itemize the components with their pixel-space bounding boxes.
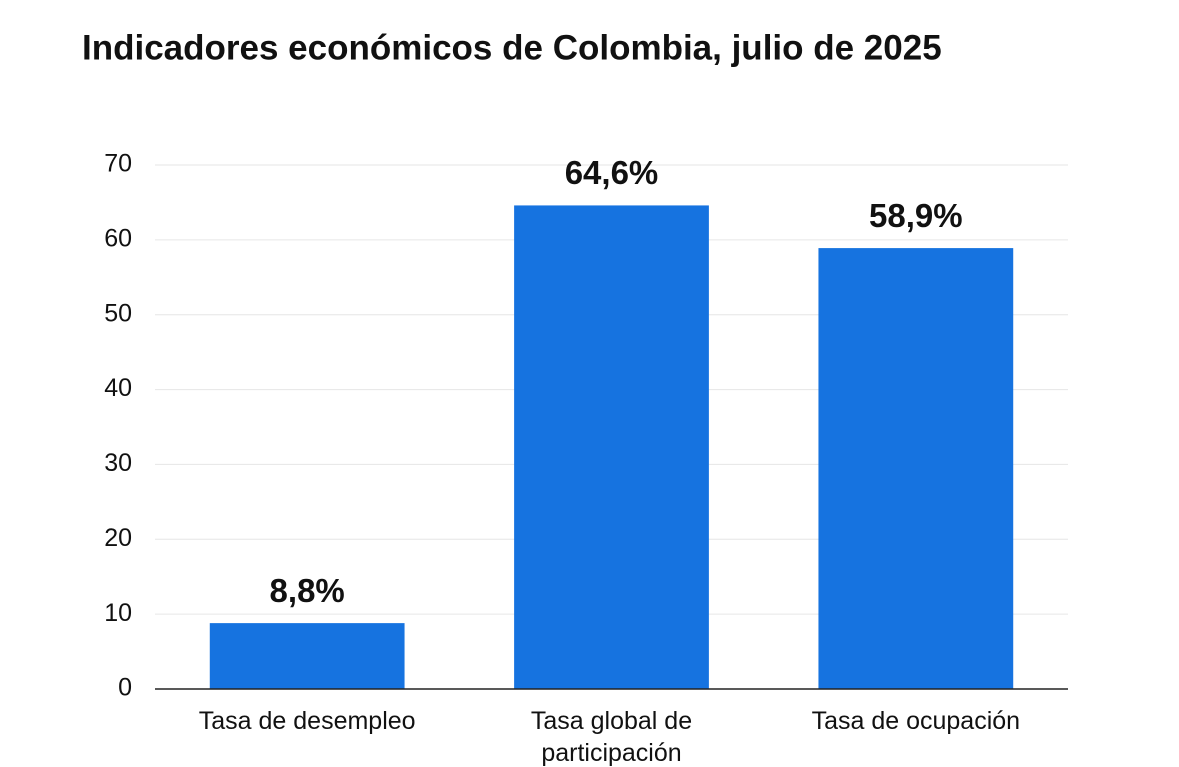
value-label: 64,6% xyxy=(565,154,659,191)
y-tick-label: 50 xyxy=(104,299,132,327)
bar xyxy=(209,623,405,689)
y-tick-label: 20 xyxy=(104,524,132,552)
x-tick-label: Tasa de ocupación xyxy=(811,707,1021,735)
y-tick-label: 10 xyxy=(104,599,132,627)
bar xyxy=(818,248,1014,689)
x-tick-label: Tasa global de participación xyxy=(530,707,693,767)
y-tick-label: 30 xyxy=(104,449,132,477)
value-label: 58,9% xyxy=(869,197,963,234)
y-tick-label: 60 xyxy=(104,224,132,252)
chart-title: Indicadores económicos de Colombia, juli… xyxy=(82,28,942,67)
bar xyxy=(514,205,709,689)
y-tick-label: 0 xyxy=(118,674,132,702)
x-tick-label: Tasa de desempleo xyxy=(198,707,416,735)
y-tick-label: 70 xyxy=(104,150,132,178)
y-tick-label: 40 xyxy=(104,374,132,402)
value-label: 8,8% xyxy=(270,572,345,609)
